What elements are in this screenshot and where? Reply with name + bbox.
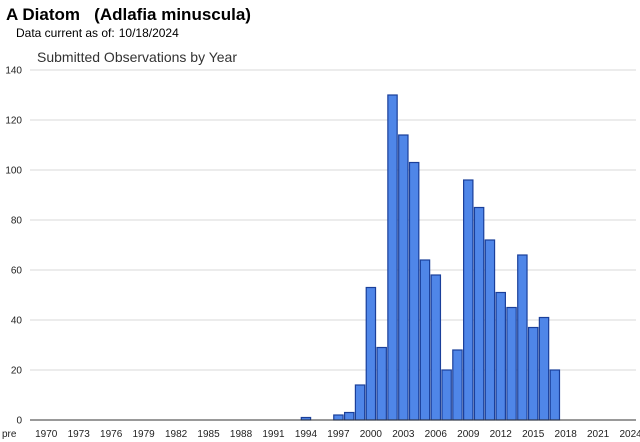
x-tick-label: 2018 xyxy=(555,429,578,440)
y-tick-label: 140 xyxy=(5,66,22,77)
x-tick-label: 1991 xyxy=(262,429,285,440)
bar-2000 xyxy=(365,286,377,421)
bar-2012 xyxy=(495,291,506,421)
bar-2014 xyxy=(517,254,528,421)
bar-2007 xyxy=(441,369,452,421)
data-current-label: Data current as of: xyxy=(16,26,115,40)
x-tick-label: 1973 xyxy=(68,429,91,440)
x-tick-label: 2015 xyxy=(522,429,545,440)
x-tick-label: 1970 xyxy=(35,429,58,440)
page-header: A Diatom (Adlafia minuscula) Data curren… xyxy=(6,4,251,40)
y-tick-label: 80 xyxy=(11,216,23,227)
x-tick-label: 2012 xyxy=(490,429,513,440)
y-tick-label: 40 xyxy=(11,316,23,327)
bar-2005 xyxy=(419,259,431,421)
x-tick-label: 2024 xyxy=(619,429,640,440)
x-tick-label: 2000 xyxy=(360,429,383,440)
bars xyxy=(300,94,561,421)
bar-2016 xyxy=(538,316,550,421)
y-tick-label: 60 xyxy=(11,266,23,277)
bar-2008 xyxy=(452,349,463,421)
y-tick-label: 20 xyxy=(11,366,23,377)
x-tick-label: 1985 xyxy=(197,429,220,440)
y-tick-label: 100 xyxy=(5,166,22,177)
bar-2013 xyxy=(506,306,517,421)
bar-1999 xyxy=(354,384,366,421)
bar-2001 xyxy=(376,346,387,421)
bar-2015 xyxy=(527,326,539,421)
y-axis-ticks: 0 20 40 60 80 100 120 140 xyxy=(5,66,22,427)
x-axis-ticks: pre 1970 1973 1976 1979 1982 1985 1988 1991 1994 1… xyxy=(2,429,640,440)
gridlines xyxy=(30,69,636,371)
chart-title: Submitted Observations by Year xyxy=(37,49,237,65)
bar-2017 xyxy=(549,369,561,421)
bar-2004 xyxy=(408,161,420,421)
bar-2002 xyxy=(387,94,398,421)
x-tick-label: 1988 xyxy=(230,429,253,440)
bar-1997 xyxy=(333,414,344,421)
x-tick-label: pre xyxy=(2,429,17,440)
x-tick-label: 2009 xyxy=(457,429,480,440)
data-current-line: Data current as of: 10/18/2024 xyxy=(16,26,251,40)
bar-2006 xyxy=(430,274,442,421)
bar-2010 xyxy=(473,206,485,421)
x-tick-label: 2021 xyxy=(587,429,610,440)
y-tick-label: 120 xyxy=(5,116,22,127)
x-tick-label: 1997 xyxy=(327,429,350,440)
bar-2009 xyxy=(463,179,474,421)
data-current-date: 10/18/2024 xyxy=(118,26,179,40)
x-tick-label: 1982 xyxy=(165,429,188,440)
x-tick-label: 1994 xyxy=(295,429,318,440)
bar-2011 xyxy=(484,239,496,421)
x-tick-label: 1979 xyxy=(133,429,156,440)
x-tick-label: 2003 xyxy=(392,429,415,440)
bar-2003 xyxy=(398,134,409,421)
bar-1998 xyxy=(343,411,355,421)
y-tick-label: 0 xyxy=(16,416,22,427)
x-tick-label: 2006 xyxy=(425,429,448,440)
x-tick-label: 1976 xyxy=(100,429,123,440)
species-title: A Diatom (Adlafia minuscula) xyxy=(6,5,251,24)
